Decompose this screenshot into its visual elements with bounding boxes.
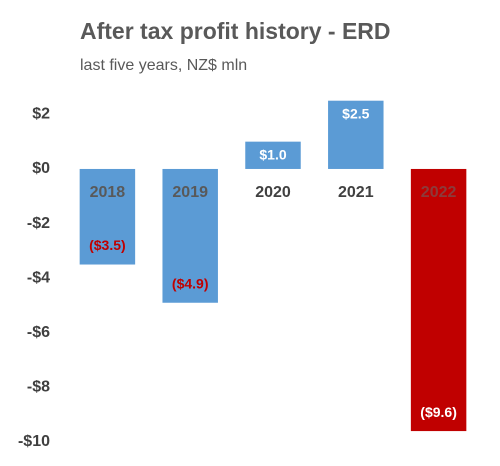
value-label: ($3.5) xyxy=(89,237,126,253)
bar xyxy=(245,141,301,169)
y-tick-label: $0 xyxy=(32,160,50,177)
chart-subtitle: last five years, NZ$ mln xyxy=(80,57,247,74)
x-tick-label: 2019 xyxy=(172,184,208,201)
chart-title: After tax profit history - ERD xyxy=(80,18,391,44)
x-tick-label: 2021 xyxy=(338,184,374,201)
value-label: $2.5 xyxy=(342,105,369,121)
y-tick-label: -$8 xyxy=(27,379,50,396)
x-tick-label: 2018 xyxy=(90,184,126,201)
value-label: ($9.6) xyxy=(420,404,457,420)
x-tick-label: 2020 xyxy=(255,184,291,201)
bar xyxy=(162,168,218,303)
y-tick-label: -$4 xyxy=(27,269,50,286)
bar xyxy=(328,100,384,169)
y-tick-label: -$2 xyxy=(27,215,50,232)
y-tick-label: -$10 xyxy=(18,433,50,450)
bar xyxy=(79,168,136,265)
value-label: ($4.9) xyxy=(172,275,209,291)
x-tick-label: 2022 xyxy=(421,184,457,201)
bar xyxy=(410,168,467,432)
value-label: $1.0 xyxy=(259,146,286,162)
y-tick-label: -$6 xyxy=(27,324,50,341)
y-tick-label: $2 xyxy=(32,106,50,123)
